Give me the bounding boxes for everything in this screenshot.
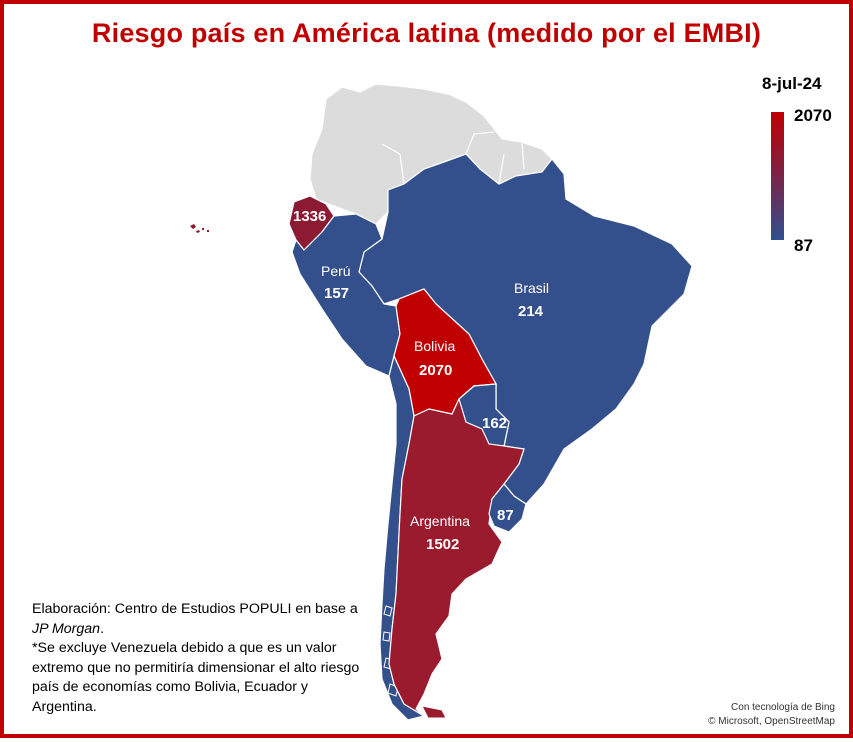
south-america-map: 1336 Perú 157 Brasil 214 Bolivia 2070 16… [190, 83, 693, 721]
credit-line-1: Con tecnología de Bing [731, 702, 835, 713]
label-brasil-name: Brasil [514, 280, 549, 296]
source-note: Elaboración: Centro de Estudios POPULI e… [32, 600, 362, 717]
credit-line-2: © Microsoft, OpenStreetMap [708, 716, 835, 727]
source-italic: JP Morgan [32, 620, 101, 637]
legend-color-scale [771, 112, 784, 240]
label-argentina-name: Argentina [410, 513, 470, 529]
label-brasil-value: 214 [518, 303, 544, 320]
exclusion-note: *Se excluye Venezuela debido a que es un… [32, 640, 360, 715]
border-northern-grey [381, 131, 525, 185]
country-paraguay [458, 383, 510, 447]
legend-date: 8-jul-24 [762, 74, 822, 93]
label-argentina-value: 1502 [426, 536, 459, 553]
map-title: Riesgo país en América latina (medido po… [91, 18, 762, 48]
source-suffix: . [100, 620, 105, 637]
label-peru-name: Perú [321, 263, 351, 279]
label-peru-value: 157 [324, 285, 349, 302]
label-uruguay-value: 87 [497, 507, 514, 524]
source-prefix: Elaboración: Centro de Estudios POPULI e… [32, 601, 358, 617]
label-bolivia-name: Bolivia [414, 338, 455, 354]
legend-min-value: 87 [794, 236, 813, 255]
label-bolivia-value: 2070 [419, 362, 452, 379]
source-line: Elaboración: Centro de Estudios POPULI e… [32, 600, 362, 639]
legend-max-value: 2070 [794, 106, 832, 125]
country-peru [291, 213, 401, 377]
label-paraguay-value: 162 [482, 415, 507, 432]
map-credit: Con tecnología de Bing © Microsoft, Open… [708, 701, 835, 729]
tierra-del-fuego [421, 705, 447, 719]
galapagos-islands [190, 224, 209, 233]
country-uruguay [488, 483, 527, 533]
label-ecuador-value: 1336 [293, 208, 326, 225]
